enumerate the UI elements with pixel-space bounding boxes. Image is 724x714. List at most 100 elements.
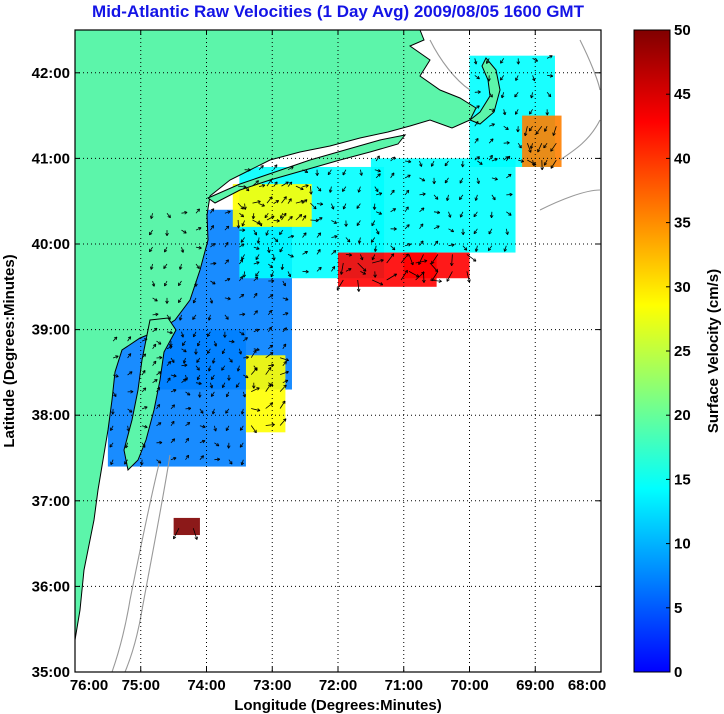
velocity-arrowhead [518,144,522,149]
velocity-arrowhead [167,316,171,320]
velocity-arrowhead [549,74,554,78]
velocity-arrow [287,198,292,204]
velocity-arrow [243,356,249,359]
velocity-arrowhead [362,268,367,272]
velocity-arrow [152,360,157,366]
velocity-arrow [156,371,162,376]
velocity-arrow [141,387,147,393]
velocity-arrowhead [420,223,424,227]
velocity-arrowhead [159,440,163,445]
velocity-arrow [258,220,262,227]
velocity-arrowhead [505,231,509,235]
velocity-arrow [287,181,293,187]
colorbar-tick-label: 50 [674,22,691,39]
velocity-arrow [518,159,524,162]
y-tick-label: 38:00 [32,407,70,424]
velocity-arrow [152,379,158,384]
velocity-arrowhead [202,424,206,429]
velocity-arrowhead [216,457,221,462]
velocity-arrowhead [332,250,337,254]
velocity-arrowhead [196,208,200,212]
velocity-arrowhead [185,454,190,459]
velocity-arrow [178,280,182,286]
velocity-arrowhead [474,248,479,252]
velocity-arrowhead [171,359,175,363]
velocity-arrow [206,348,211,354]
velocity-arrowhead [271,279,275,283]
velocity-arrow [390,156,396,162]
velocity-arrowhead [241,223,245,227]
velocity-arrow [255,254,260,260]
velocity-arrow [535,125,543,135]
velocity-arrowhead [115,374,119,378]
velocity-arrow [110,459,114,465]
velocity-arrow [448,211,451,218]
velocity-arrowhead [163,265,167,269]
velocity-arrowhead [271,422,275,427]
velocity-arrow [345,254,352,256]
velocity-arrowhead [304,169,309,173]
velocity-arrow [214,458,220,461]
velocity-arrowhead [444,162,448,167]
velocity-arrowhead [407,174,411,178]
velocity-arrow [273,200,279,204]
velocity-arrowhead [194,536,198,540]
velocity-arrowhead [156,387,161,391]
velocity-arrow [251,387,260,392]
velocity-arrowhead [475,121,479,125]
velocity-arrow [156,340,162,345]
velocity-arrow [282,379,289,384]
velocity-arrow [433,211,440,214]
velocity-arrow [280,213,284,219]
velocity-arrow [250,425,257,434]
velocity-arrow [265,352,274,359]
velocity-arrowhead [407,243,412,247]
velocity-arrow [390,189,395,196]
velocity-arrow [253,310,258,316]
velocity-arrowhead [268,309,272,314]
velocity-arrow [279,357,289,361]
colorbar-tick-label: 35 [674,215,691,232]
velocity-arrow [429,262,439,272]
velocity-arrowhead [225,427,230,432]
velocity-arrowhead [183,230,187,234]
velocity-arrow [112,355,119,359]
velocity-arrow [345,268,352,272]
velocity-arrow [310,219,319,221]
velocity-arrow [550,159,557,169]
velocity-arrowhead [200,410,204,414]
velocity-arrowhead [378,192,383,196]
velocity-arrow [193,297,197,304]
velocity-arrow [239,212,244,218]
velocity-arrowhead [339,271,344,275]
velocity-arrowhead [127,336,132,340]
velocity-arrowhead [254,310,258,314]
land-layer [75,30,501,641]
x-tick-label: 72:00 [319,677,357,694]
velocity-arrow [268,344,273,350]
velocity-arrowhead [288,181,293,185]
velocity-arrow [252,201,261,204]
velocity-arrowhead [377,169,381,173]
velocity-arrowhead [334,235,338,239]
velocity-arrowhead [142,353,147,357]
velocity-arrowhead [151,283,156,287]
velocity-arrow [127,425,130,432]
velocity-arrow [527,159,537,166]
velocity-arrowhead [215,443,220,447]
velocity-arrowhead [473,61,478,65]
velocity-arrowhead [198,245,202,250]
velocity-arrow [375,173,381,179]
velocity-arrow [224,225,230,231]
velocity-arrow [408,254,414,266]
velocity-arrow [268,294,274,299]
velocity-arrowhead [129,371,133,375]
velocity-arrow [166,331,173,334]
velocity-arrowhead [186,392,191,396]
y-tick-label: 36:00 [32,578,70,595]
velocity-arrow [546,92,552,98]
velocity-arrowhead [392,208,397,212]
velocity-arrow [228,357,233,363]
velocity-arrow [374,186,379,192]
colorbar-tick-label: 25 [674,343,691,360]
